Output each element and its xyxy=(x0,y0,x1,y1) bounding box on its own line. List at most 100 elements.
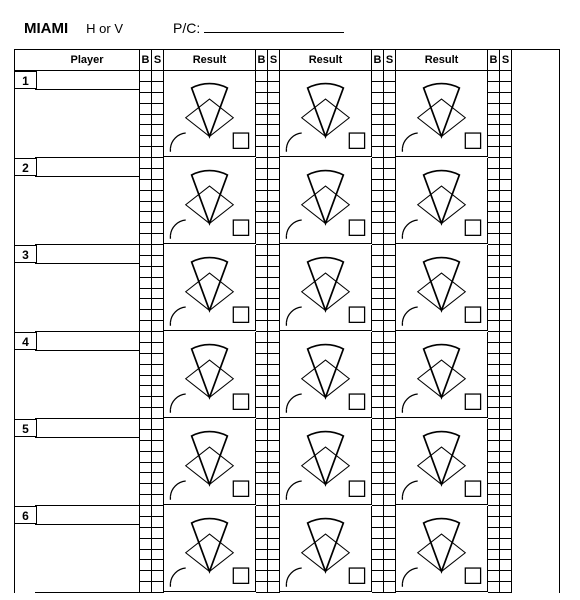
s-box[interactable] xyxy=(500,354,511,365)
s-box[interactable] xyxy=(500,506,511,517)
s-box[interactable] xyxy=(152,408,163,418)
b-box[interactable] xyxy=(256,560,267,571)
s-box[interactable] xyxy=(268,147,279,157)
s-box[interactable] xyxy=(384,180,395,191)
s-box[interactable] xyxy=(384,560,395,571)
s-box[interactable] xyxy=(500,278,511,289)
s-box[interactable] xyxy=(268,321,279,331)
b-box[interactable] xyxy=(372,82,383,93)
s-box[interactable] xyxy=(500,212,511,223)
b-box[interactable] xyxy=(488,550,499,561)
b-box[interactable] xyxy=(488,256,499,267)
result-cell[interactable] xyxy=(396,245,488,331)
b-box[interactable] xyxy=(256,147,267,157)
s-box[interactable] xyxy=(384,245,395,256)
player-cell[interactable] xyxy=(35,506,140,593)
s-box[interactable] xyxy=(384,430,395,441)
b-box[interactable] xyxy=(256,452,267,463)
b-box[interactable] xyxy=(140,267,151,278)
b-box[interactable] xyxy=(256,441,267,452)
s-box[interactable] xyxy=(384,267,395,278)
b-box[interactable] xyxy=(140,463,151,474)
s-box[interactable] xyxy=(268,376,279,387)
player-cell[interactable] xyxy=(35,332,140,419)
b-box[interactable] xyxy=(372,202,383,213)
b-box[interactable] xyxy=(372,365,383,376)
result-cell[interactable] xyxy=(164,71,256,157)
s-box[interactable] xyxy=(384,147,395,157)
s-box[interactable] xyxy=(268,539,279,550)
b-box[interactable] xyxy=(140,571,151,582)
s-box[interactable] xyxy=(384,169,395,180)
s-box[interactable] xyxy=(384,441,395,452)
s-box[interactable] xyxy=(268,517,279,528)
s-box[interactable] xyxy=(500,495,511,505)
player-cell[interactable] xyxy=(35,71,140,158)
b-box[interactable] xyxy=(256,158,267,169)
b-box[interactable] xyxy=(256,332,267,343)
b-box[interactable] xyxy=(140,299,151,310)
result-cell[interactable] xyxy=(164,506,256,592)
s-box[interactable] xyxy=(500,441,511,452)
s-box[interactable] xyxy=(152,430,163,441)
s-box[interactable] xyxy=(152,452,163,463)
b-box[interactable] xyxy=(140,397,151,408)
b-box[interactable] xyxy=(140,343,151,354)
s-box[interactable] xyxy=(152,191,163,202)
s-box[interactable] xyxy=(384,571,395,582)
s-box[interactable] xyxy=(268,386,279,397)
b-box[interactable] xyxy=(256,245,267,256)
s-box[interactable] xyxy=(384,376,395,387)
s-box[interactable] xyxy=(152,202,163,213)
b-box[interactable] xyxy=(488,115,499,126)
b-box[interactable] xyxy=(488,169,499,180)
s-box[interactable] xyxy=(500,528,511,539)
s-box[interactable] xyxy=(268,463,279,474)
b-box[interactable] xyxy=(488,506,499,517)
s-box[interactable] xyxy=(152,125,163,136)
b-box[interactable] xyxy=(140,495,151,505)
b-box[interactable] xyxy=(140,560,151,571)
b-box[interactable] xyxy=(140,419,151,430)
b-box[interactable] xyxy=(488,93,499,104)
b-box[interactable] xyxy=(256,169,267,180)
s-box[interactable] xyxy=(268,71,279,82)
s-box[interactable] xyxy=(500,191,511,202)
b-box[interactable] xyxy=(488,419,499,430)
b-box[interactable] xyxy=(372,376,383,387)
b-box[interactable] xyxy=(256,506,267,517)
s-box[interactable] xyxy=(384,234,395,244)
b-box[interactable] xyxy=(140,147,151,157)
s-box[interactable] xyxy=(268,93,279,104)
s-box[interactable] xyxy=(152,376,163,387)
s-box[interactable] xyxy=(384,278,395,289)
b-box[interactable] xyxy=(140,202,151,213)
s-box[interactable] xyxy=(268,180,279,191)
s-box[interactable] xyxy=(152,256,163,267)
s-box[interactable] xyxy=(152,495,163,505)
s-box[interactable] xyxy=(384,506,395,517)
b-box[interactable] xyxy=(140,354,151,365)
b-box[interactable] xyxy=(256,289,267,300)
b-box[interactable] xyxy=(372,289,383,300)
b-box[interactable] xyxy=(372,191,383,202)
s-box[interactable] xyxy=(500,517,511,528)
s-box[interactable] xyxy=(500,256,511,267)
b-box[interactable] xyxy=(256,125,267,136)
s-box[interactable] xyxy=(268,408,279,418)
b-box[interactable] xyxy=(140,365,151,376)
b-box[interactable] xyxy=(140,332,151,343)
s-box[interactable] xyxy=(384,419,395,430)
s-box[interactable] xyxy=(384,452,395,463)
b-box[interactable] xyxy=(372,223,383,234)
b-box[interactable] xyxy=(488,517,499,528)
b-box[interactable] xyxy=(256,267,267,278)
b-box[interactable] xyxy=(372,267,383,278)
s-box[interactable] xyxy=(384,354,395,365)
b-box[interactable] xyxy=(372,430,383,441)
b-box[interactable] xyxy=(488,289,499,300)
s-box[interactable] xyxy=(500,310,511,321)
b-box[interactable] xyxy=(140,376,151,387)
s-box[interactable] xyxy=(268,484,279,495)
b-box[interactable] xyxy=(140,321,151,331)
